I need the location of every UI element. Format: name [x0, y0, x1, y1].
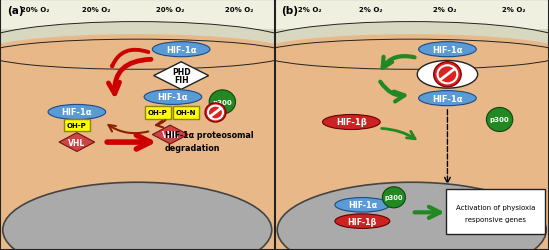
- Text: 20% O₂: 20% O₂: [82, 7, 110, 13]
- Text: HIF-1α: HIF-1α: [348, 200, 377, 209]
- Text: HIF-1α: HIF-1α: [432, 94, 463, 103]
- Text: HIF-1β: HIF-1β: [336, 118, 367, 127]
- Ellipse shape: [254, 22, 549, 68]
- Text: HIF-1α proteosomal: HIF-1α proteosomal: [165, 130, 253, 140]
- FancyBboxPatch shape: [144, 107, 171, 119]
- Ellipse shape: [0, 22, 295, 68]
- Text: FIH: FIH: [174, 76, 188, 84]
- Text: 20% O₂: 20% O₂: [225, 7, 253, 13]
- FancyBboxPatch shape: [64, 119, 90, 132]
- Bar: [274, 0, 549, 30]
- Text: VHL: VHL: [68, 138, 86, 147]
- Text: degradation: degradation: [165, 143, 220, 152]
- FancyBboxPatch shape: [173, 107, 199, 119]
- Ellipse shape: [48, 105, 105, 120]
- Circle shape: [434, 62, 461, 88]
- Ellipse shape: [419, 91, 476, 106]
- Text: VHL: VHL: [161, 130, 179, 140]
- Text: HIF-1α: HIF-1α: [432, 46, 463, 54]
- Ellipse shape: [277, 182, 546, 250]
- Polygon shape: [59, 133, 95, 152]
- Text: OH-N: OH-N: [176, 110, 197, 116]
- Ellipse shape: [335, 198, 390, 212]
- FancyArrowPatch shape: [383, 57, 414, 69]
- Text: 2% O₂: 2% O₂: [299, 7, 322, 13]
- Text: 2% O₂: 2% O₂: [502, 7, 525, 13]
- Text: 20% O₂: 20% O₂: [21, 7, 50, 13]
- Text: 2% O₂: 2% O₂: [433, 7, 456, 13]
- Ellipse shape: [0, 40, 288, 70]
- FancyArrowPatch shape: [109, 60, 151, 94]
- Circle shape: [205, 104, 226, 122]
- Text: HIF-1α: HIF-1α: [61, 108, 92, 117]
- Text: Activation of physioxia: Activation of physioxia: [456, 204, 535, 210]
- Circle shape: [486, 108, 513, 132]
- Text: (b): (b): [282, 6, 298, 16]
- Text: p300: p300: [385, 194, 403, 200]
- Polygon shape: [154, 62, 209, 90]
- Text: OH-P: OH-P: [148, 110, 167, 116]
- Text: HIF-1α: HIF-1α: [158, 93, 188, 102]
- Text: responsive genes: responsive genes: [465, 216, 526, 222]
- Ellipse shape: [153, 42, 210, 58]
- Ellipse shape: [419, 42, 476, 58]
- Text: HIF-1α: HIF-1α: [166, 46, 197, 54]
- Ellipse shape: [0, 35, 295, 72]
- FancyArrowPatch shape: [112, 50, 148, 67]
- Ellipse shape: [261, 40, 549, 70]
- Ellipse shape: [335, 214, 390, 228]
- Text: (a): (a): [7, 6, 24, 16]
- Text: 20% O₂: 20% O₂: [156, 7, 184, 13]
- Bar: [0, 0, 274, 30]
- FancyArrowPatch shape: [382, 129, 415, 139]
- Bar: [0, 0, 274, 30]
- Circle shape: [382, 187, 405, 208]
- Ellipse shape: [247, 16, 549, 56]
- Ellipse shape: [144, 90, 202, 105]
- Ellipse shape: [3, 182, 272, 250]
- Text: 2% O₂: 2% O₂: [359, 7, 382, 13]
- Bar: [274, 0, 549, 30]
- FancyBboxPatch shape: [446, 189, 545, 234]
- Text: p300: p300: [490, 117, 509, 123]
- Polygon shape: [153, 126, 188, 144]
- Ellipse shape: [0, 16, 302, 56]
- Text: HIF-1β: HIF-1β: [348, 217, 377, 226]
- Text: p300: p300: [212, 100, 232, 105]
- FancyArrowPatch shape: [380, 82, 405, 102]
- Text: OH-P: OH-P: [67, 122, 87, 128]
- Text: PHD: PHD: [172, 68, 191, 77]
- Circle shape: [209, 90, 236, 114]
- Polygon shape: [417, 61, 478, 89]
- Ellipse shape: [254, 35, 549, 72]
- Ellipse shape: [323, 115, 380, 130]
